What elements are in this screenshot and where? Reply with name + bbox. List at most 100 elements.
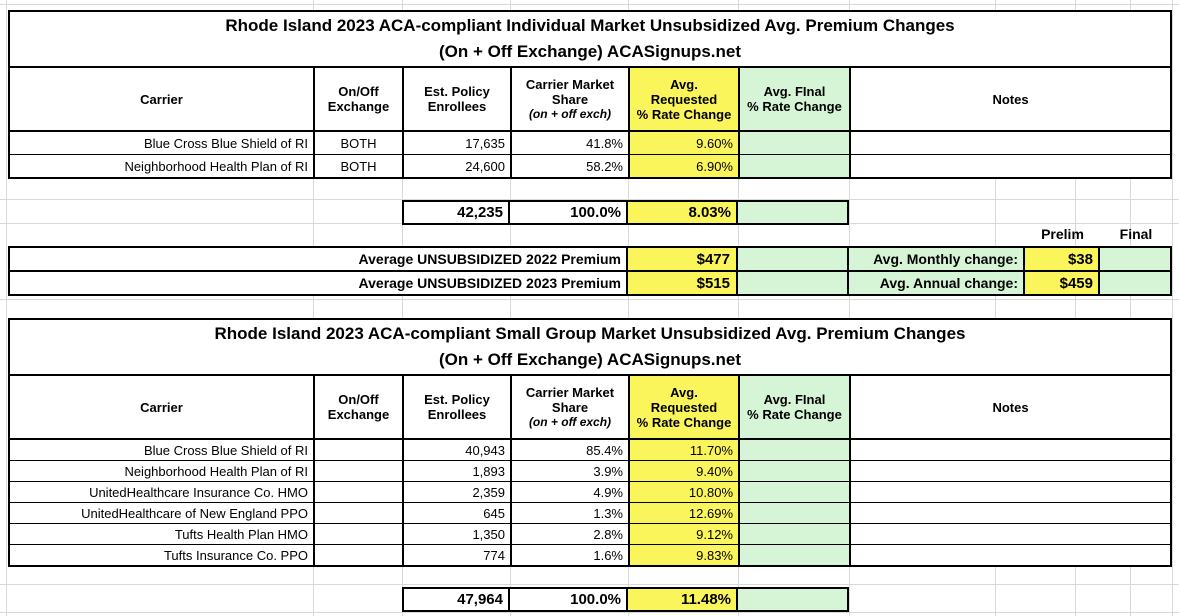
premium-rows: Average UNSUBSIDIZED 2022 Premium $477 A… — [10, 248, 1170, 294]
cell-requested-rate[interactable]: 9.83% — [630, 545, 740, 565]
cell-on-off-exchange[interactable] — [315, 545, 404, 565]
individual-market-title[interactable]: Rhode Island 2023 ACA-compliant Individu… — [10, 12, 1170, 68]
cell-notes[interactable] — [851, 482, 1170, 502]
total-requested-rate[interactable]: 11.48% — [628, 589, 738, 610]
market-share-note: (on + off exch) — [528, 415, 612, 429]
cell-final-rate[interactable] — [740, 461, 851, 481]
header-est-policy-enrollees[interactable]: Est. Policy Enrollees — [404, 376, 512, 438]
change-final-value[interactable] — [1100, 248, 1170, 270]
cell-enrollees[interactable]: 774 — [404, 545, 512, 565]
cell-requested-rate[interactable]: 6.90% — [630, 155, 740, 177]
cell-final-rate[interactable] — [740, 545, 851, 565]
cell-enrollees[interactable]: 40,943 — [404, 440, 512, 460]
cell-requested-rate[interactable]: 9.12% — [630, 524, 740, 544]
header-avg-requested[interactable]: Avg. Requested % Rate Change — [630, 376, 740, 438]
cell-market-share[interactable]: 1.6% — [512, 545, 630, 565]
cell-notes[interactable] — [851, 503, 1170, 523]
cell-enrollees[interactable]: 1,893 — [404, 461, 512, 481]
header-notes[interactable]: Notes — [992, 399, 1029, 415]
cell-enrollees[interactable]: 1,350 — [404, 524, 512, 544]
cell-requested-rate[interactable]: 9.60% — [630, 132, 740, 154]
premium-label[interactable]: Average UNSUBSIDIZED 2022 Premium — [10, 248, 628, 270]
cell-enrollees[interactable]: 24,600 — [404, 155, 512, 177]
header-avg-final[interactable]: Avg. FInal % Rate Change — [740, 68, 851, 130]
cell-market-share[interactable]: 41.8% — [512, 132, 630, 154]
premium-value[interactable]: $515 — [628, 272, 738, 294]
header-avg-requested[interactable]: Avg. Requested % Rate Change — [630, 68, 740, 130]
total-requested-rate[interactable]: 8.03% — [628, 202, 738, 223]
cell-requested-rate[interactable]: 11.70% — [630, 440, 740, 460]
cell-carrier[interactable]: Blue Cross Blue Shield of RI — [10, 440, 315, 460]
premium-value[interactable]: $477 — [628, 248, 738, 270]
cell-market-share[interactable]: 2.8% — [512, 524, 630, 544]
cell-market-share[interactable]: 1.3% — [512, 503, 630, 523]
total-market-share[interactable]: 100.0% — [510, 589, 628, 610]
premium-final[interactable] — [738, 272, 849, 294]
header-on-off-exchange[interactable]: On/Off Exchange — [315, 376, 404, 438]
title-line-1: Rhode Island 2023 ACA-compliant Individu… — [225, 16, 955, 35]
header-carrier-market-share[interactable]: Carrier Market Share (on + off exch) — [512, 376, 630, 438]
cell-on-off-exchange[interactable] — [315, 524, 404, 544]
cell-carrier[interactable]: Blue Cross Blue Shield of RI — [10, 132, 315, 154]
small-group-total-row: 47,964 100.0% 11.48% — [402, 587, 849, 612]
cell-notes[interactable] — [851, 440, 1170, 460]
change-prelim-value[interactable]: $38 — [1025, 248, 1100, 270]
cell-notes[interactable] — [851, 155, 1170, 177]
header-avg-final[interactable]: Avg. FInal % Rate Change — [740, 376, 851, 438]
total-final-rate[interactable] — [738, 202, 847, 223]
cell-market-share[interactable]: 3.9% — [512, 461, 630, 481]
header-carrier[interactable]: Carrier — [10, 376, 315, 438]
cell-notes[interactable] — [851, 524, 1170, 544]
header-est-policy-enrollees[interactable]: Est. Policy Enrollees — [404, 68, 512, 130]
individual-header-row: Carrier On/Off Exchange Est. Policy Enro… — [10, 68, 1170, 132]
cell-on-off-exchange[interactable] — [315, 440, 404, 460]
small-group-title[interactable]: Rhode Island 2023 ACA-compliant Small Gr… — [10, 320, 1170, 376]
cell-final-rate[interactable] — [740, 482, 851, 502]
cell-requested-rate[interactable]: 12.69% — [630, 503, 740, 523]
cell-carrier[interactable]: Tufts Insurance Co. PPO — [10, 545, 315, 565]
market-share-label: Carrier Market Share — [525, 77, 615, 107]
change-label[interactable]: Avg. Annual change: — [849, 272, 1025, 294]
cell-market-share[interactable]: 85.4% — [512, 440, 630, 460]
cell-enrollees[interactable]: 2,359 — [404, 482, 512, 502]
cell-final-rate[interactable] — [740, 503, 851, 523]
total-market-share[interactable]: 100.0% — [510, 202, 628, 223]
change-prelim-value[interactable]: $459 — [1025, 272, 1100, 294]
cell-carrier[interactable]: Tufts Health Plan HMO — [10, 524, 315, 544]
cell-carrier[interactable]: UnitedHealthcare of New England PPO — [10, 503, 315, 523]
cell-notes[interactable] — [851, 132, 1170, 154]
change-final-value[interactable] — [1100, 272, 1170, 294]
cell-on-off-exchange[interactable] — [315, 482, 404, 502]
premium-label[interactable]: Average UNSUBSIDIZED 2023 Premium — [10, 272, 628, 294]
prelim-column-label: Prelim — [1041, 226, 1084, 242]
cell-notes[interactable] — [851, 545, 1170, 565]
cell-market-share[interactable]: 58.2% — [512, 155, 630, 177]
cell-final-rate[interactable] — [740, 132, 851, 154]
cell-on-off-exchange[interactable]: BOTH — [315, 132, 404, 154]
cell-on-off-exchange[interactable]: BOTH — [315, 155, 404, 177]
cell-requested-rate[interactable]: 9.40% — [630, 461, 740, 481]
cell-final-rate[interactable] — [740, 524, 851, 544]
header-carrier[interactable]: Carrier — [10, 68, 315, 130]
cell-carrier[interactable]: UnitedHealthcare Insurance Co. HMO — [10, 482, 315, 502]
header-on-off-exchange[interactable]: On/Off Exchange — [315, 68, 404, 130]
cell-carrier[interactable]: Neighborhood Health Plan of RI — [10, 155, 315, 177]
cell-on-off-exchange[interactable] — [315, 503, 404, 523]
cell-final-rate[interactable] — [740, 440, 851, 460]
cell-carrier[interactable]: Neighborhood Health Plan of RI — [10, 461, 315, 481]
premium-final[interactable] — [738, 248, 849, 270]
cell-final-rate[interactable] — [740, 155, 851, 177]
change-label[interactable]: Avg. Monthly change: — [849, 248, 1025, 270]
cell-notes[interactable] — [851, 461, 1170, 481]
cell-on-off-exchange[interactable] — [315, 461, 404, 481]
cell-requested-rate[interactable]: 10.80% — [630, 482, 740, 502]
total-final-rate[interactable] — [738, 589, 847, 610]
total-enrollees[interactable]: 42,235 — [404, 202, 510, 223]
cell-enrollees[interactable]: 17,635 — [404, 132, 512, 154]
header-notes[interactable]: Notes — [992, 91, 1029, 107]
total-enrollees[interactable]: 47,964 — [404, 589, 510, 610]
premium-summary-box: Average UNSUBSIDIZED 2022 Premium $477 A… — [8, 246, 1172, 296]
cell-enrollees[interactable]: 645 — [404, 503, 512, 523]
cell-market-share[interactable]: 4.9% — [512, 482, 630, 502]
header-carrier-market-share[interactable]: Carrier Market Share (on + off exch) — [512, 68, 630, 130]
